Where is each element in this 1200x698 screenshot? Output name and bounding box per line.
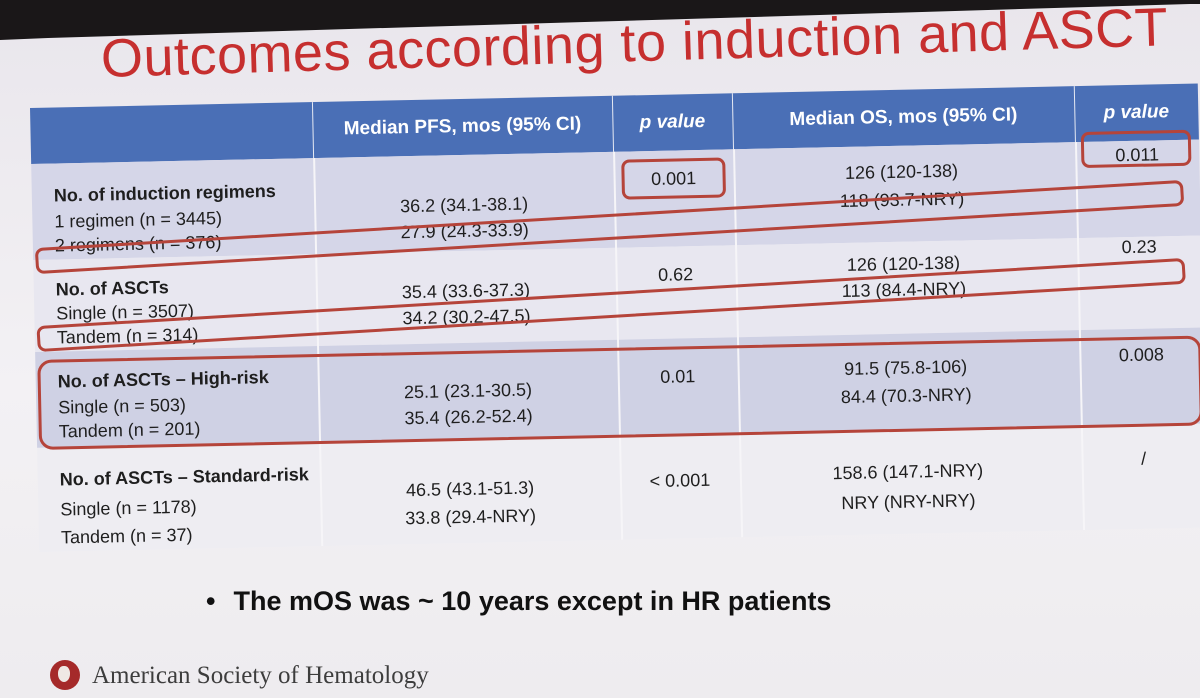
group-title-ascts: No. of ASCTs [55,277,169,300]
row-label: Single (n = 1178) [60,496,197,520]
footer-organization: American Society of Hematology [92,662,429,689]
pfs-p-value: < 0.001 [649,469,711,492]
bullet-point-icon: • [206,586,216,616]
summary-bullet: • The mOS was ~ 10 years except in HR pat… [206,586,831,617]
header-os: Median OS, mos (95% CI) [789,104,1018,131]
header-pfs: Median PFS, mos (95% CI) [343,113,582,140]
highlight-os-p-induction [1080,129,1192,168]
row-label: 1 regimen (n = 3445) [54,208,223,232]
os-p-value: / [1140,448,1147,469]
highlight-pfs-p-induction [621,157,727,200]
os-p-value: 0.23 [1121,236,1157,258]
row-label: Tandem (n = 37) [60,524,193,548]
summary-text: The mOS was ~ 10 years except in HR pati… [233,586,832,616]
outcomes-table: Median PFS, mos (95% CI) p value Median … [30,83,1200,566]
pfs-p-value: 0.62 [657,264,694,285]
ash-logo-icon [50,660,80,690]
header-pfs-p: p value [639,110,706,134]
